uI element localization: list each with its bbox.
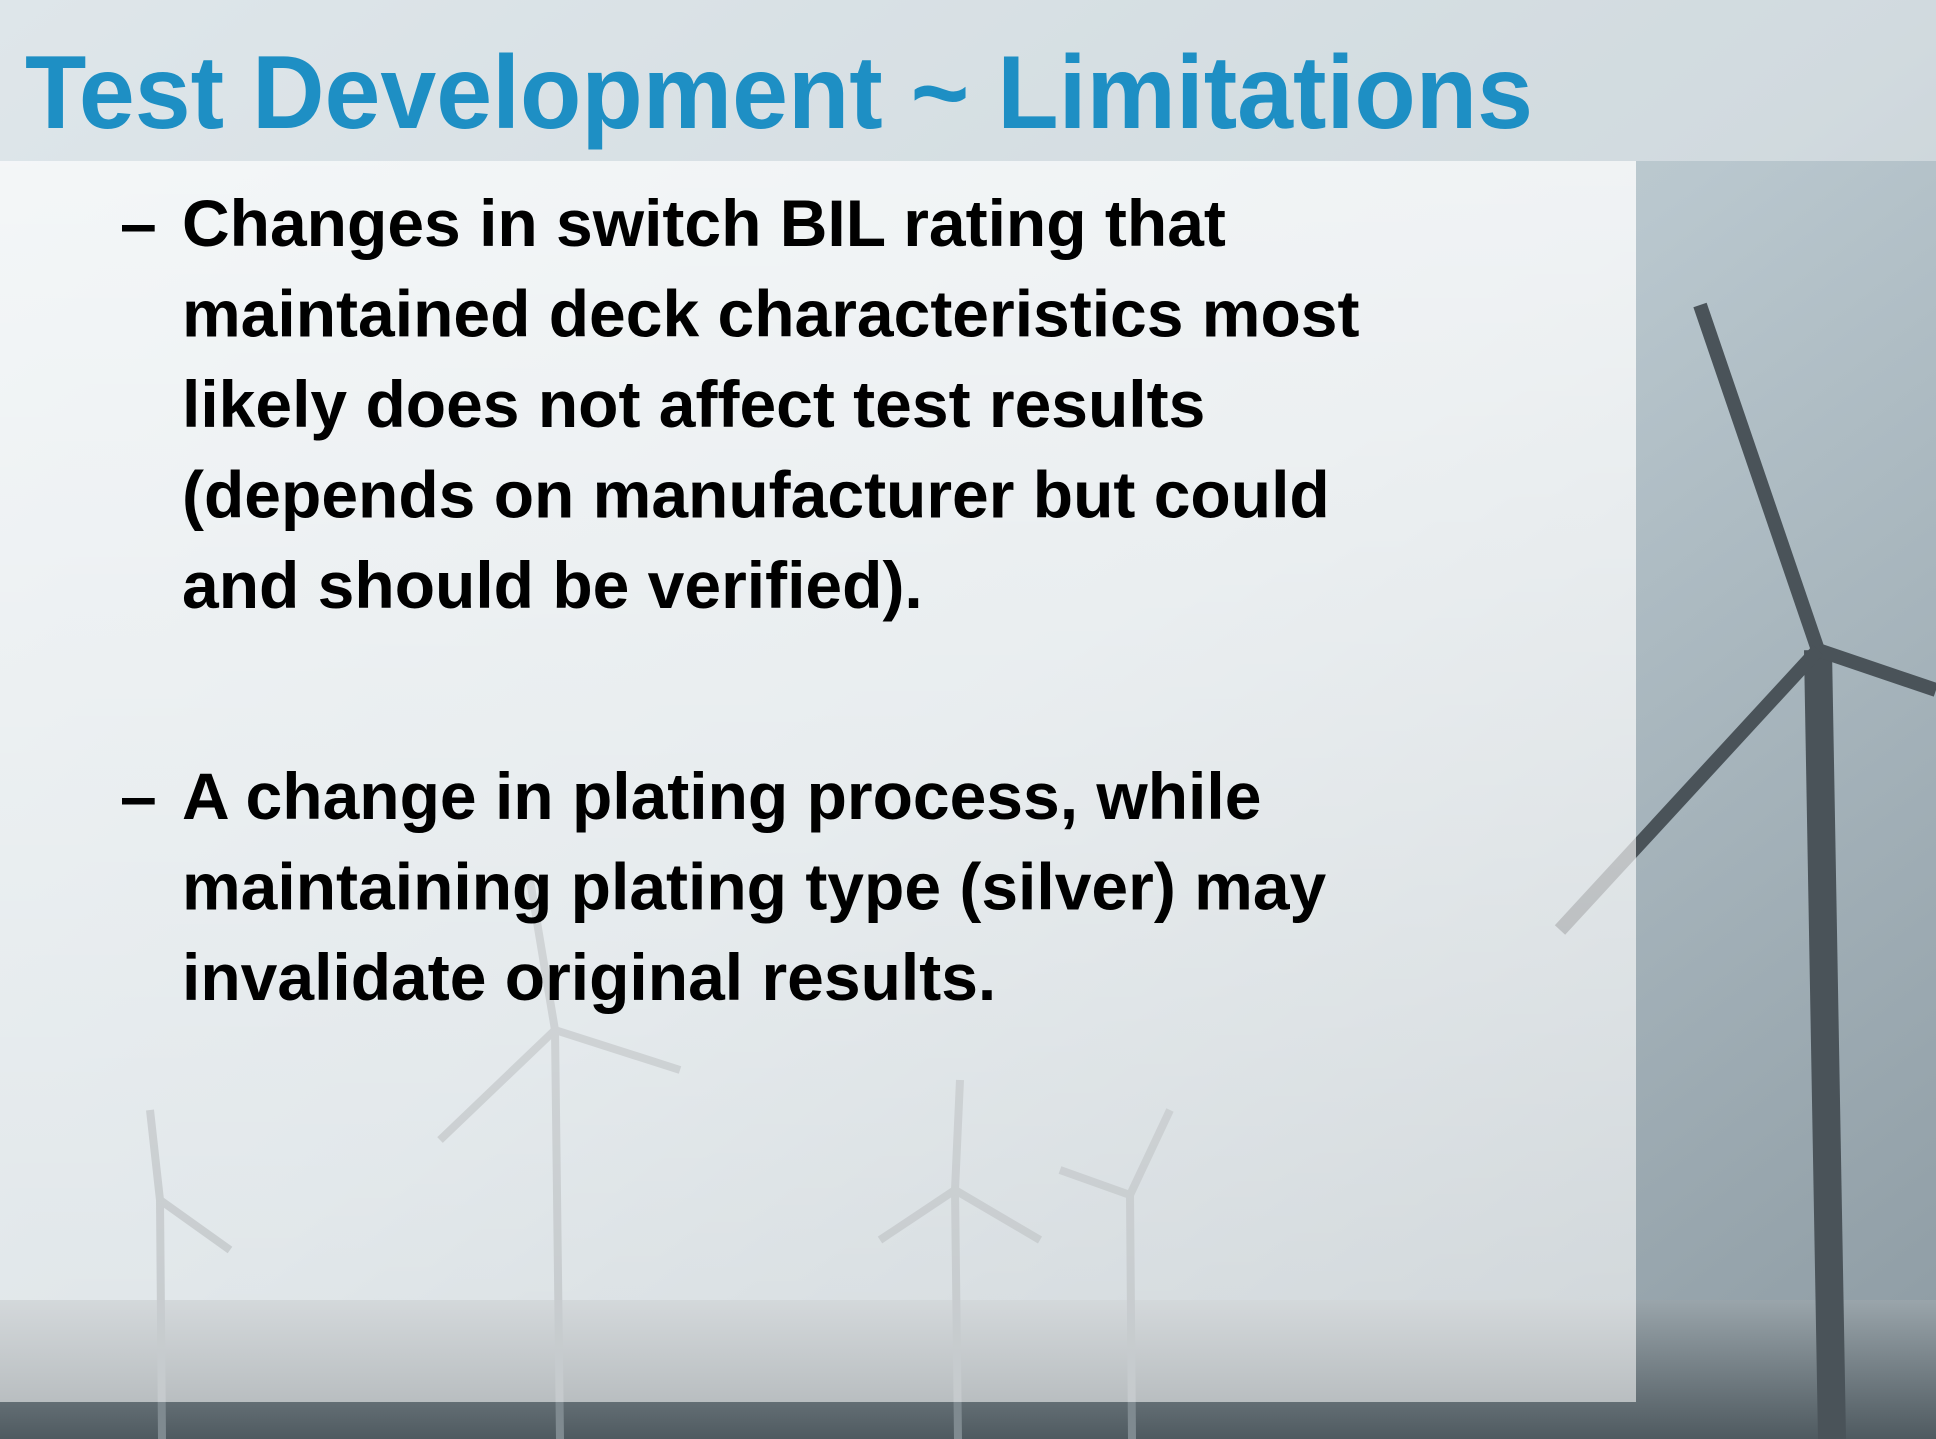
bullet-line: likely does not affect test results	[182, 367, 1205, 441]
bullet-list: – Changes in switch BIL rating thatmainta…	[120, 186, 1360, 1014]
bullet-line: A change in plating process, while	[182, 759, 1261, 833]
bullet-line: Changes in switch BIL rating that	[182, 186, 1226, 260]
bullet-marker: –	[120, 186, 157, 260]
bullet-line: invalidate original results.	[182, 940, 996, 1014]
title-band	[0, 0, 1936, 161]
bullet-line: and should be verified).	[182, 548, 923, 622]
bullet-line: (depends on manufacturer but could	[182, 458, 1330, 532]
bullet: – Changes in switch BIL rating that mainta…	[120, 186, 1360, 622]
bullet-marker: –	[120, 759, 157, 833]
bullet-line: maintaining plating type (silver) may	[182, 850, 1327, 924]
bullet-line: maintained deck characteristics most	[182, 277, 1360, 351]
bullet: – A change in plating process, while maint…	[120, 759, 1327, 1014]
content-panel	[0, 161, 1636, 1402]
slide-title: Test Development ~ Limitations	[25, 35, 1533, 151]
